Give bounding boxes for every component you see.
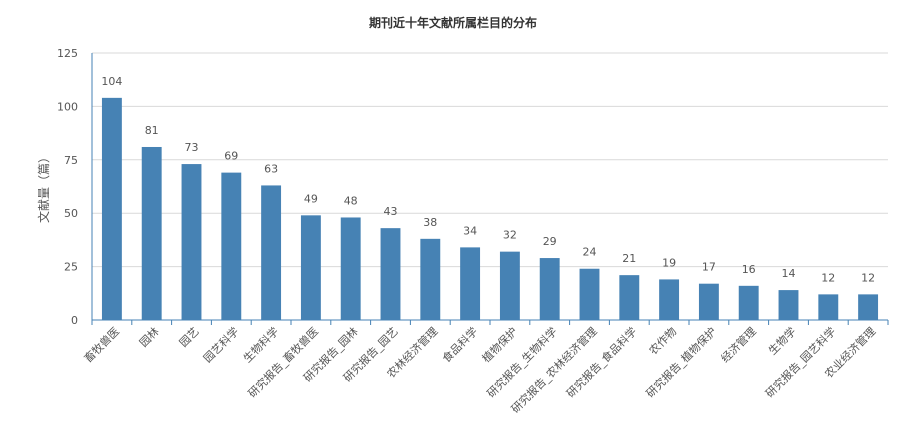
x-tick-label: 植物保护 — [479, 324, 520, 365]
x-tick-label: 园艺 — [177, 325, 202, 350]
y-tick-labels: 0 25 50 75 100 125 — [57, 47, 78, 327]
data-label: 38 — [423, 216, 437, 229]
y-tick-label: 100 — [57, 100, 78, 113]
chart-title: 期刊近十年文献所属栏目的分布 — [369, 15, 537, 30]
data-label: 63 — [264, 162, 278, 175]
y-tick-label: 50 — [64, 207, 78, 220]
x-tick-label: 研究报告_园艺科学 — [762, 324, 838, 400]
data-labels: 104 81 73 69 63 49 48 43 38 34 32 29 24 21 19 17 16 14 12 1… — [101, 75, 875, 285]
bar[interactable] — [181, 164, 202, 320]
bar[interactable] — [460, 247, 481, 320]
data-label: 21 — [622, 252, 636, 265]
data-label: 29 — [543, 235, 557, 248]
data-label: 34 — [463, 224, 477, 237]
data-label: 17 — [702, 261, 716, 274]
bar[interactable] — [101, 97, 122, 320]
x-tick-labels: 畜牧兽医 园林 园艺 园艺科学 生物科学研究报告_畜牧兽医研究报告_园林研究报告_园艺农… — [81, 324, 878, 416]
bar[interactable] — [778, 290, 799, 320]
bar[interactable] — [380, 228, 401, 320]
data-label: 12 — [821, 271, 835, 284]
bar[interactable] — [340, 217, 361, 320]
data-label: 24 — [583, 246, 597, 259]
bar[interactable] — [818, 294, 839, 320]
bar[interactable] — [698, 283, 719, 320]
data-label: 73 — [185, 141, 199, 154]
x-tick-label: 研究报告_植物保护 — [643, 324, 719, 400]
x-tick-label: 畜牧兽医 — [81, 324, 122, 365]
data-label: 12 — [861, 271, 875, 284]
bar[interactable] — [619, 275, 640, 320]
bar[interactable] — [221, 172, 242, 320]
bar[interactable] — [579, 268, 600, 320]
data-label: 104 — [101, 75, 122, 88]
x-tick-label: 研究报告_生物科学 — [484, 324, 560, 400]
y-axis-label: 文献量（篇） — [36, 151, 51, 223]
bar[interactable] — [261, 185, 282, 320]
bar[interactable] — [738, 285, 759, 320]
bar[interactable] — [141, 146, 162, 320]
bar[interactable] — [659, 279, 680, 320]
bar[interactable] — [300, 215, 321, 320]
axes — [91, 53, 889, 325]
x-tick-label: 生物学 — [765, 324, 798, 357]
data-label: 43 — [384, 205, 398, 218]
x-tick-label: 研究报告_畜牧兽医 — [245, 324, 321, 400]
bar[interactable] — [539, 258, 560, 320]
data-label: 81 — [145, 124, 159, 137]
data-label: 32 — [503, 229, 517, 242]
data-label: 49 — [304, 192, 318, 205]
data-label: 16 — [742, 263, 756, 276]
x-tick-label: 农作物 — [646, 324, 679, 357]
x-tick-label: 食品科学 — [439, 324, 480, 365]
bars — [101, 97, 879, 320]
bar[interactable] — [420, 238, 441, 320]
y-tick-label: 25 — [64, 261, 78, 274]
bar[interactable] — [499, 251, 520, 320]
data-label: 14 — [782, 267, 796, 280]
x-tick-label: 园林 — [136, 324, 161, 349]
x-tick-label: 研究报告_食品科学 — [563, 324, 639, 400]
y-tick-label: 75 — [64, 154, 78, 167]
x-tick-label: 经济管理 — [718, 324, 759, 365]
gridlines — [92, 52, 888, 268]
data-label: 69 — [224, 150, 238, 163]
bar[interactable] — [858, 294, 879, 320]
y-tick-label: 0 — [71, 314, 78, 327]
x-tick-label: 园艺科学 — [200, 324, 241, 365]
x-tick-label: 生物科学 — [240, 324, 281, 365]
data-label: 48 — [344, 194, 358, 207]
y-tick-label: 125 — [57, 47, 78, 60]
data-label: 19 — [662, 256, 676, 269]
